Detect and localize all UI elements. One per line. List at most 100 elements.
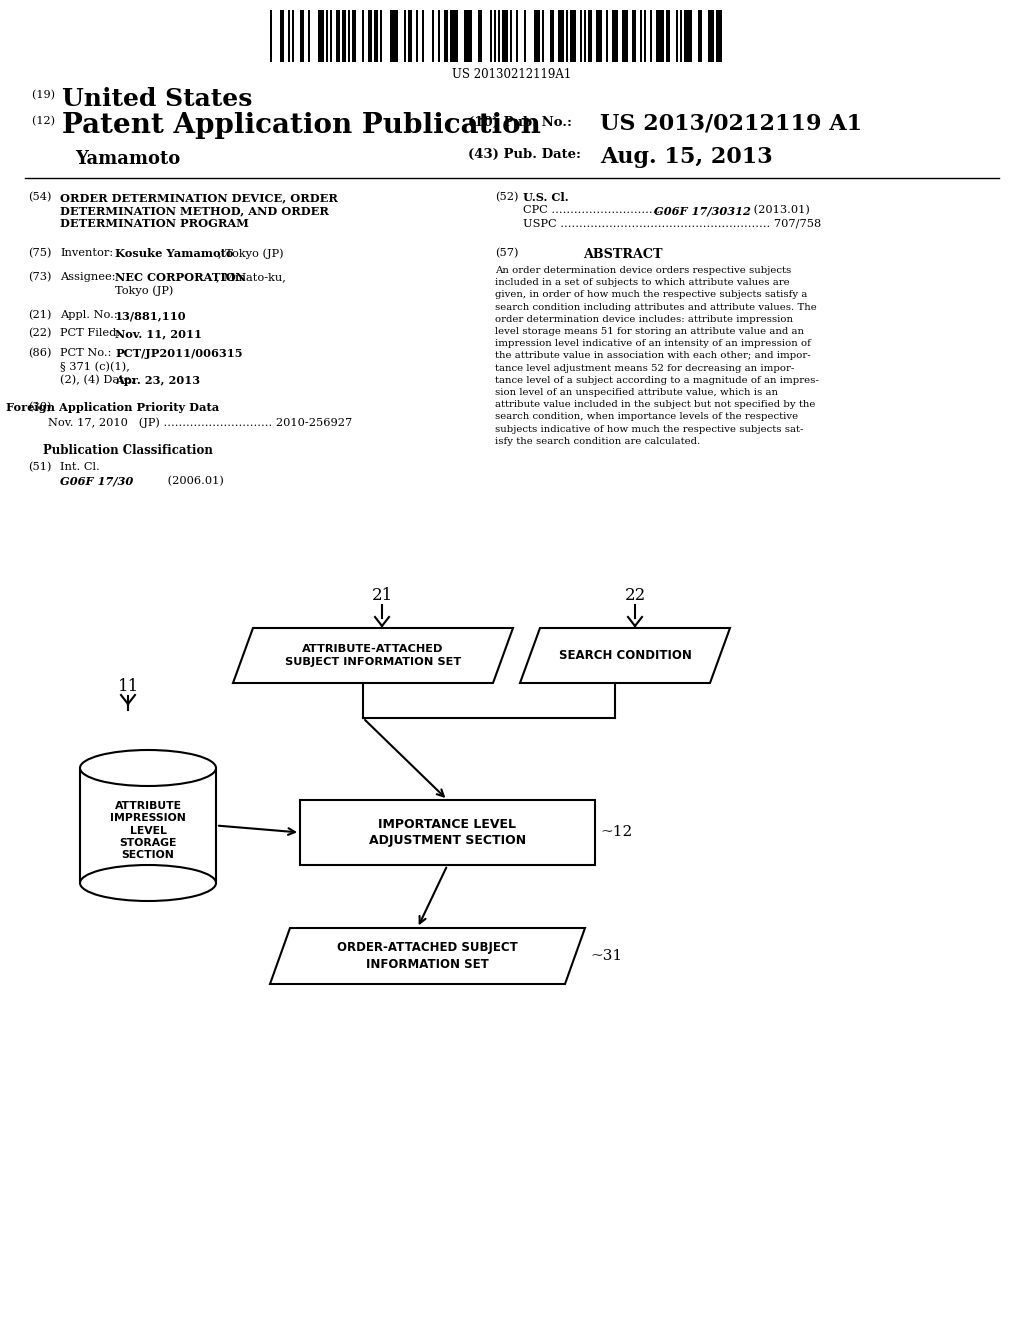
Text: (57): (57) [495,248,518,259]
Text: subjects indicative of how much the respective subjects sat-: subjects indicative of how much the resp… [495,425,804,433]
Bar [680,11,682,62]
Text: (51): (51) [28,462,51,473]
Text: (86): (86) [28,348,51,358]
Bar [416,11,418,62]
Bar [352,11,356,62]
Text: Apr. 23, 2013: Apr. 23, 2013 [115,375,200,385]
Text: Inventor:: Inventor: [60,248,113,257]
Bar [494,11,496,62]
Bar [432,11,434,62]
Text: tance level adjustment means 52 for decreasing an impor-: tance level adjustment means 52 for decr… [495,363,795,372]
Bar [368,11,372,62]
Bar [342,11,346,62]
Bar [558,11,564,62]
Bar [570,11,575,62]
Bar [612,11,618,62]
Text: United States: United States [62,87,252,111]
Text: search condition including attributes and attribute values. The: search condition including attributes an… [495,302,817,312]
Text: DETERMINATION PROGRAM: DETERMINATION PROGRAM [60,218,249,228]
Text: order determination device includes: attribute impression: order determination device includes: att… [495,314,793,323]
Bar [408,11,412,62]
Text: CPC .............................: CPC ............................. [523,205,660,215]
Text: included in a set of subjects to which attribute values are: included in a set of subjects to which a… [495,279,790,288]
Bar [510,11,512,62]
Text: , Minato-ku,: , Minato-ku, [216,272,286,282]
Text: ATTRIBUTE-ATTACHED
SUBJECT INFORMATION SET: ATTRIBUTE-ATTACHED SUBJECT INFORMATION S… [285,644,461,667]
Text: , Tokyo (JP): , Tokyo (JP) [218,248,284,259]
Bar [542,11,544,62]
Text: USPC ........................................................ 707/758: USPC ...................................… [523,218,821,228]
Bar [80,768,216,883]
Bar [498,11,500,62]
Text: 11: 11 [118,678,139,696]
Bar [478,11,482,62]
Bar [336,11,340,62]
Bar [716,11,722,62]
Text: search condition, when importance levels of the respective: search condition, when importance levels… [495,412,798,421]
Text: ~12: ~12 [600,825,632,840]
Text: PCT Filed:: PCT Filed: [60,327,120,338]
Text: (12): (12) [32,116,58,127]
Text: Appl. No.:: Appl. No.: [60,310,118,319]
Text: G06F 17/30: G06F 17/30 [60,477,133,487]
Text: (10) Pub. No.:: (10) Pub. No.: [468,116,577,129]
Ellipse shape [80,865,216,902]
Bar [622,11,628,62]
Bar [270,11,272,62]
Text: PCT No.:: PCT No.: [60,348,112,358]
Text: the attribute value in association with each other; and impor-: the attribute value in association with … [495,351,811,360]
Bar [444,11,449,62]
Text: Assignee:: Assignee: [60,272,116,282]
Ellipse shape [80,750,216,785]
Text: ORDER DETERMINATION DEVICE, ORDER: ORDER DETERMINATION DEVICE, ORDER [60,191,338,203]
Bar [438,11,440,62]
Bar [632,11,636,62]
Text: attribute value included in the subject but not specified by the: attribute value included in the subject … [495,400,815,409]
Text: given, in order of how much the respective subjects satisfy a: given, in order of how much the respecti… [495,290,807,300]
Text: (2), (4) Date:: (2), (4) Date: [60,375,134,385]
Text: (75): (75) [28,248,51,259]
Text: 13/881,110: 13/881,110 [115,310,186,321]
Text: (30): (30) [28,403,51,412]
Bar [516,11,518,62]
Text: ORDER-ATTACHED SUBJECT
INFORMATION SET: ORDER-ATTACHED SUBJECT INFORMATION SET [337,941,518,970]
Bar [280,11,284,62]
Bar [450,11,458,62]
Text: Patent Application Publication: Patent Application Publication [62,112,541,139]
Polygon shape [233,628,513,682]
Text: US 2013/0212119 A1: US 2013/0212119 A1 [600,112,862,135]
Bar [676,11,678,62]
Text: PCT/JP2011/006315: PCT/JP2011/006315 [115,348,243,359]
Text: US 20130212119A1: US 20130212119A1 [453,69,571,81]
Bar [606,11,608,62]
Text: Yamamoto: Yamamoto [75,150,180,168]
Text: sion level of an unspecified attribute value, which is an: sion level of an unspecified attribute v… [495,388,778,397]
Text: 21: 21 [372,587,392,605]
Text: Tokyo (JP): Tokyo (JP) [115,285,173,296]
Bar [708,11,714,62]
Text: Int. Cl.: Int. Cl. [60,462,99,473]
Text: (2013.01): (2013.01) [750,205,810,215]
Text: IMPORTANCE LEVEL
ADJUSTMENT SECTION: IMPORTANCE LEVEL ADJUSTMENT SECTION [369,818,526,847]
Text: G06F 17/30312: G06F 17/30312 [650,205,751,216]
Text: Nov. 11, 2011: Nov. 11, 2011 [115,327,202,339]
Bar [292,11,294,62]
Bar [422,11,424,62]
Bar [348,11,350,62]
Bar [380,11,382,62]
Text: isfy the search condition are calculated.: isfy the search condition are calculated… [495,437,700,446]
Bar [288,11,290,62]
Text: Nov. 17, 2010   (JP) ............................. 2010-256927: Nov. 17, 2010 (JP) .....................… [48,417,352,428]
Text: ~31: ~31 [590,949,623,964]
Bar [502,11,508,62]
Text: ABSTRACT: ABSTRACT [584,248,663,261]
Bar [524,11,526,62]
Bar [698,11,702,62]
Bar [588,11,592,62]
Text: (43) Pub. Date:: (43) Pub. Date: [468,148,581,161]
Bar [464,11,472,62]
Text: (22): (22) [28,327,51,338]
Bar [308,11,310,62]
Bar [330,11,332,62]
Text: Kosuke Yamamoto: Kosuke Yamamoto [115,248,233,259]
